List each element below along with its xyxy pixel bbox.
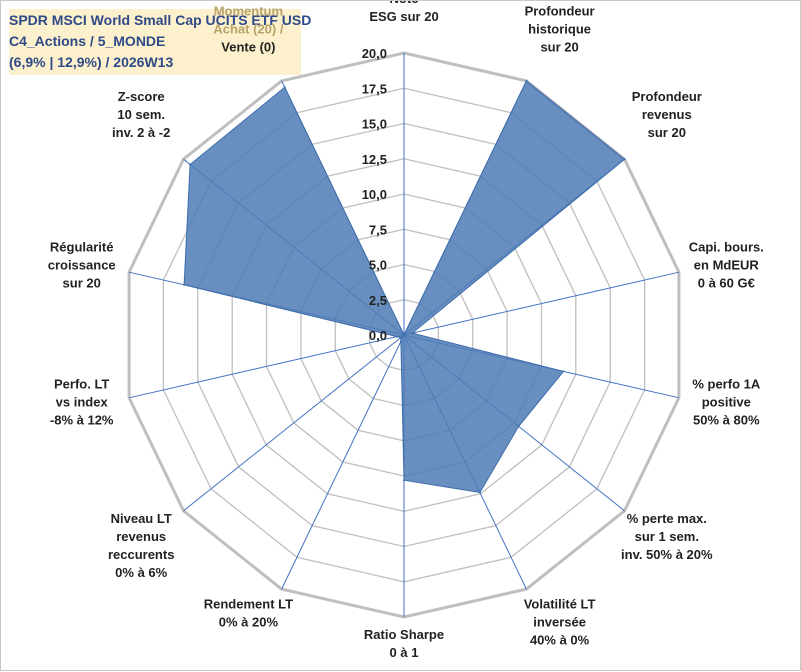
axis-label-12: Z-score 10 sem. inv. 2 à -2: [112, 89, 170, 140]
axis-label-10: Perfo. LT vs index -8% à 12%: [50, 377, 114, 428]
axis-spoke: [281, 334, 405, 590]
axis-label-line: inversée: [533, 615, 586, 630]
axis-label-line: revenus: [642, 107, 692, 122]
axis-label-line: sur 1 sem.: [635, 529, 699, 544]
axis-label-line: Régularité: [50, 240, 114, 255]
tick-label: 20,0: [362, 46, 387, 61]
axis-label-2: Profondeur revenus sur 20: [632, 89, 702, 140]
axis-label-line: Profondeur: [525, 4, 595, 19]
data-point: [623, 158, 626, 161]
axis-label-line: Niveau LT: [111, 511, 172, 526]
tick-label: 5,0: [369, 258, 387, 273]
axis-label-line: vs index: [56, 395, 109, 410]
tick-label: 2,5: [369, 293, 387, 308]
data-point: [283, 86, 286, 89]
tick-label: 15,0: [362, 117, 387, 132]
axis-label-line: reccurents: [108, 547, 174, 562]
axis-label-line: 0 à 1: [390, 645, 419, 660]
axis-label-line: Vente (0): [221, 40, 275, 55]
axis-label-line: Capi. bours.: [689, 240, 764, 255]
tick-label: 17,5: [362, 81, 387, 96]
tick-label: 7,5: [369, 222, 387, 237]
axis-label-line: positive: [702, 395, 751, 410]
axis-label-line: 0% à 20%: [219, 615, 279, 630]
axis-label-line: Z-score: [118, 89, 165, 104]
axis-label-line: Momentum: [214, 4, 283, 19]
axis-label-8: Rendement LT 0% à 20%: [204, 597, 293, 630]
axis-label-line: historique: [528, 22, 591, 37]
axis-label-9: Niveau LT revenus reccurents 0% à 6%: [108, 511, 174, 580]
tick-label: 12,5: [362, 152, 387, 167]
data-point: [189, 163, 192, 166]
axis-label-line: 0% à 6%: [115, 565, 167, 580]
axis-label-line: Perfo. LT: [54, 377, 109, 392]
axis-spoke: [183, 334, 405, 512]
axis-label-13: Momentum Achat (20) / Vente (0): [213, 4, 283, 55]
axis-label-11: Régularité croissance sur 20: [48, 240, 116, 291]
data-point: [396, 335, 399, 338]
axis-label-line: Note: [390, 1, 419, 6]
tick-label: 0,0: [369, 328, 387, 343]
axis-label-line: 40% à 0%: [530, 633, 590, 648]
axis-label-line: sur 20: [63, 276, 101, 291]
data-point: [517, 425, 520, 428]
axis-label-line: croissance: [48, 258, 116, 273]
axis-label-6: Volatilité LT inversée 40% à 0%: [524, 597, 596, 648]
axis-label-0: Note ESG sur 20: [369, 1, 438, 24]
tick-label: 10,0: [362, 187, 387, 202]
data-point: [403, 334, 405, 336]
axis-label-line: Ratio Sharpe: [364, 627, 444, 642]
data-point: [183, 283, 186, 286]
axis-label-line: 50% à 80%: [693, 413, 760, 428]
axis-label-line: 10 sem.: [117, 107, 165, 122]
data-point: [525, 79, 528, 82]
axis-label-7: Ratio Sharpe 0 à 1: [364, 627, 444, 660]
axis-label-line: en MdEUR: [694, 258, 760, 273]
axis-spoke: [128, 334, 405, 399]
chart-title: SPDR MSCI World Small Cap UCITS ETF USD: [9, 12, 312, 28]
axis-label-line: Profondeur: [632, 89, 702, 104]
data-point: [562, 370, 565, 373]
data-point: [411, 332, 414, 335]
title-box: [9, 9, 301, 75]
data-point: [399, 340, 402, 343]
axis-label-1: Profondeur historique sur 20: [525, 4, 595, 55]
chart-subtitle: C4_Actions / 5_MONDE: [9, 33, 166, 49]
axis-label-3: Capi. bours. en MdEUR 0 à 60 G€: [689, 240, 764, 291]
axis-label-line: Volatilité LT: [524, 597, 596, 612]
axis-label-line: -8% à 12%: [50, 413, 114, 428]
axis-label-line: ESG sur 20: [369, 9, 438, 24]
axis-label-line: inv. 50% à 20%: [621, 547, 713, 562]
axis-label-line: inv. 2 à -2: [112, 125, 170, 140]
axis-label-line: % perfo 1A: [692, 377, 761, 392]
axis-spoke: [403, 271, 680, 336]
chart-period: (6,9% | 12,9%) / 2026W13: [9, 54, 174, 70]
data-point: [478, 491, 481, 494]
axis-label-line: % perte max.: [627, 511, 707, 526]
axis-label-line: 0 à 60 G€: [698, 276, 755, 291]
axis-label-4: % perfo 1A positive 50% à 80%: [692, 377, 761, 428]
axis-label-line: Rendement LT: [204, 597, 293, 612]
axis-label-line: sur 20: [540, 40, 578, 55]
axis-label-line: revenus: [116, 529, 166, 544]
data-point: [403, 479, 405, 482]
axis-label-5: % perte max. sur 1 sem. inv. 50% à 20%: [621, 511, 713, 562]
axis-label-line: Achat (20) /: [213, 22, 283, 37]
data-point: [399, 336, 402, 339]
axis-label-line: sur 20: [648, 125, 686, 140]
